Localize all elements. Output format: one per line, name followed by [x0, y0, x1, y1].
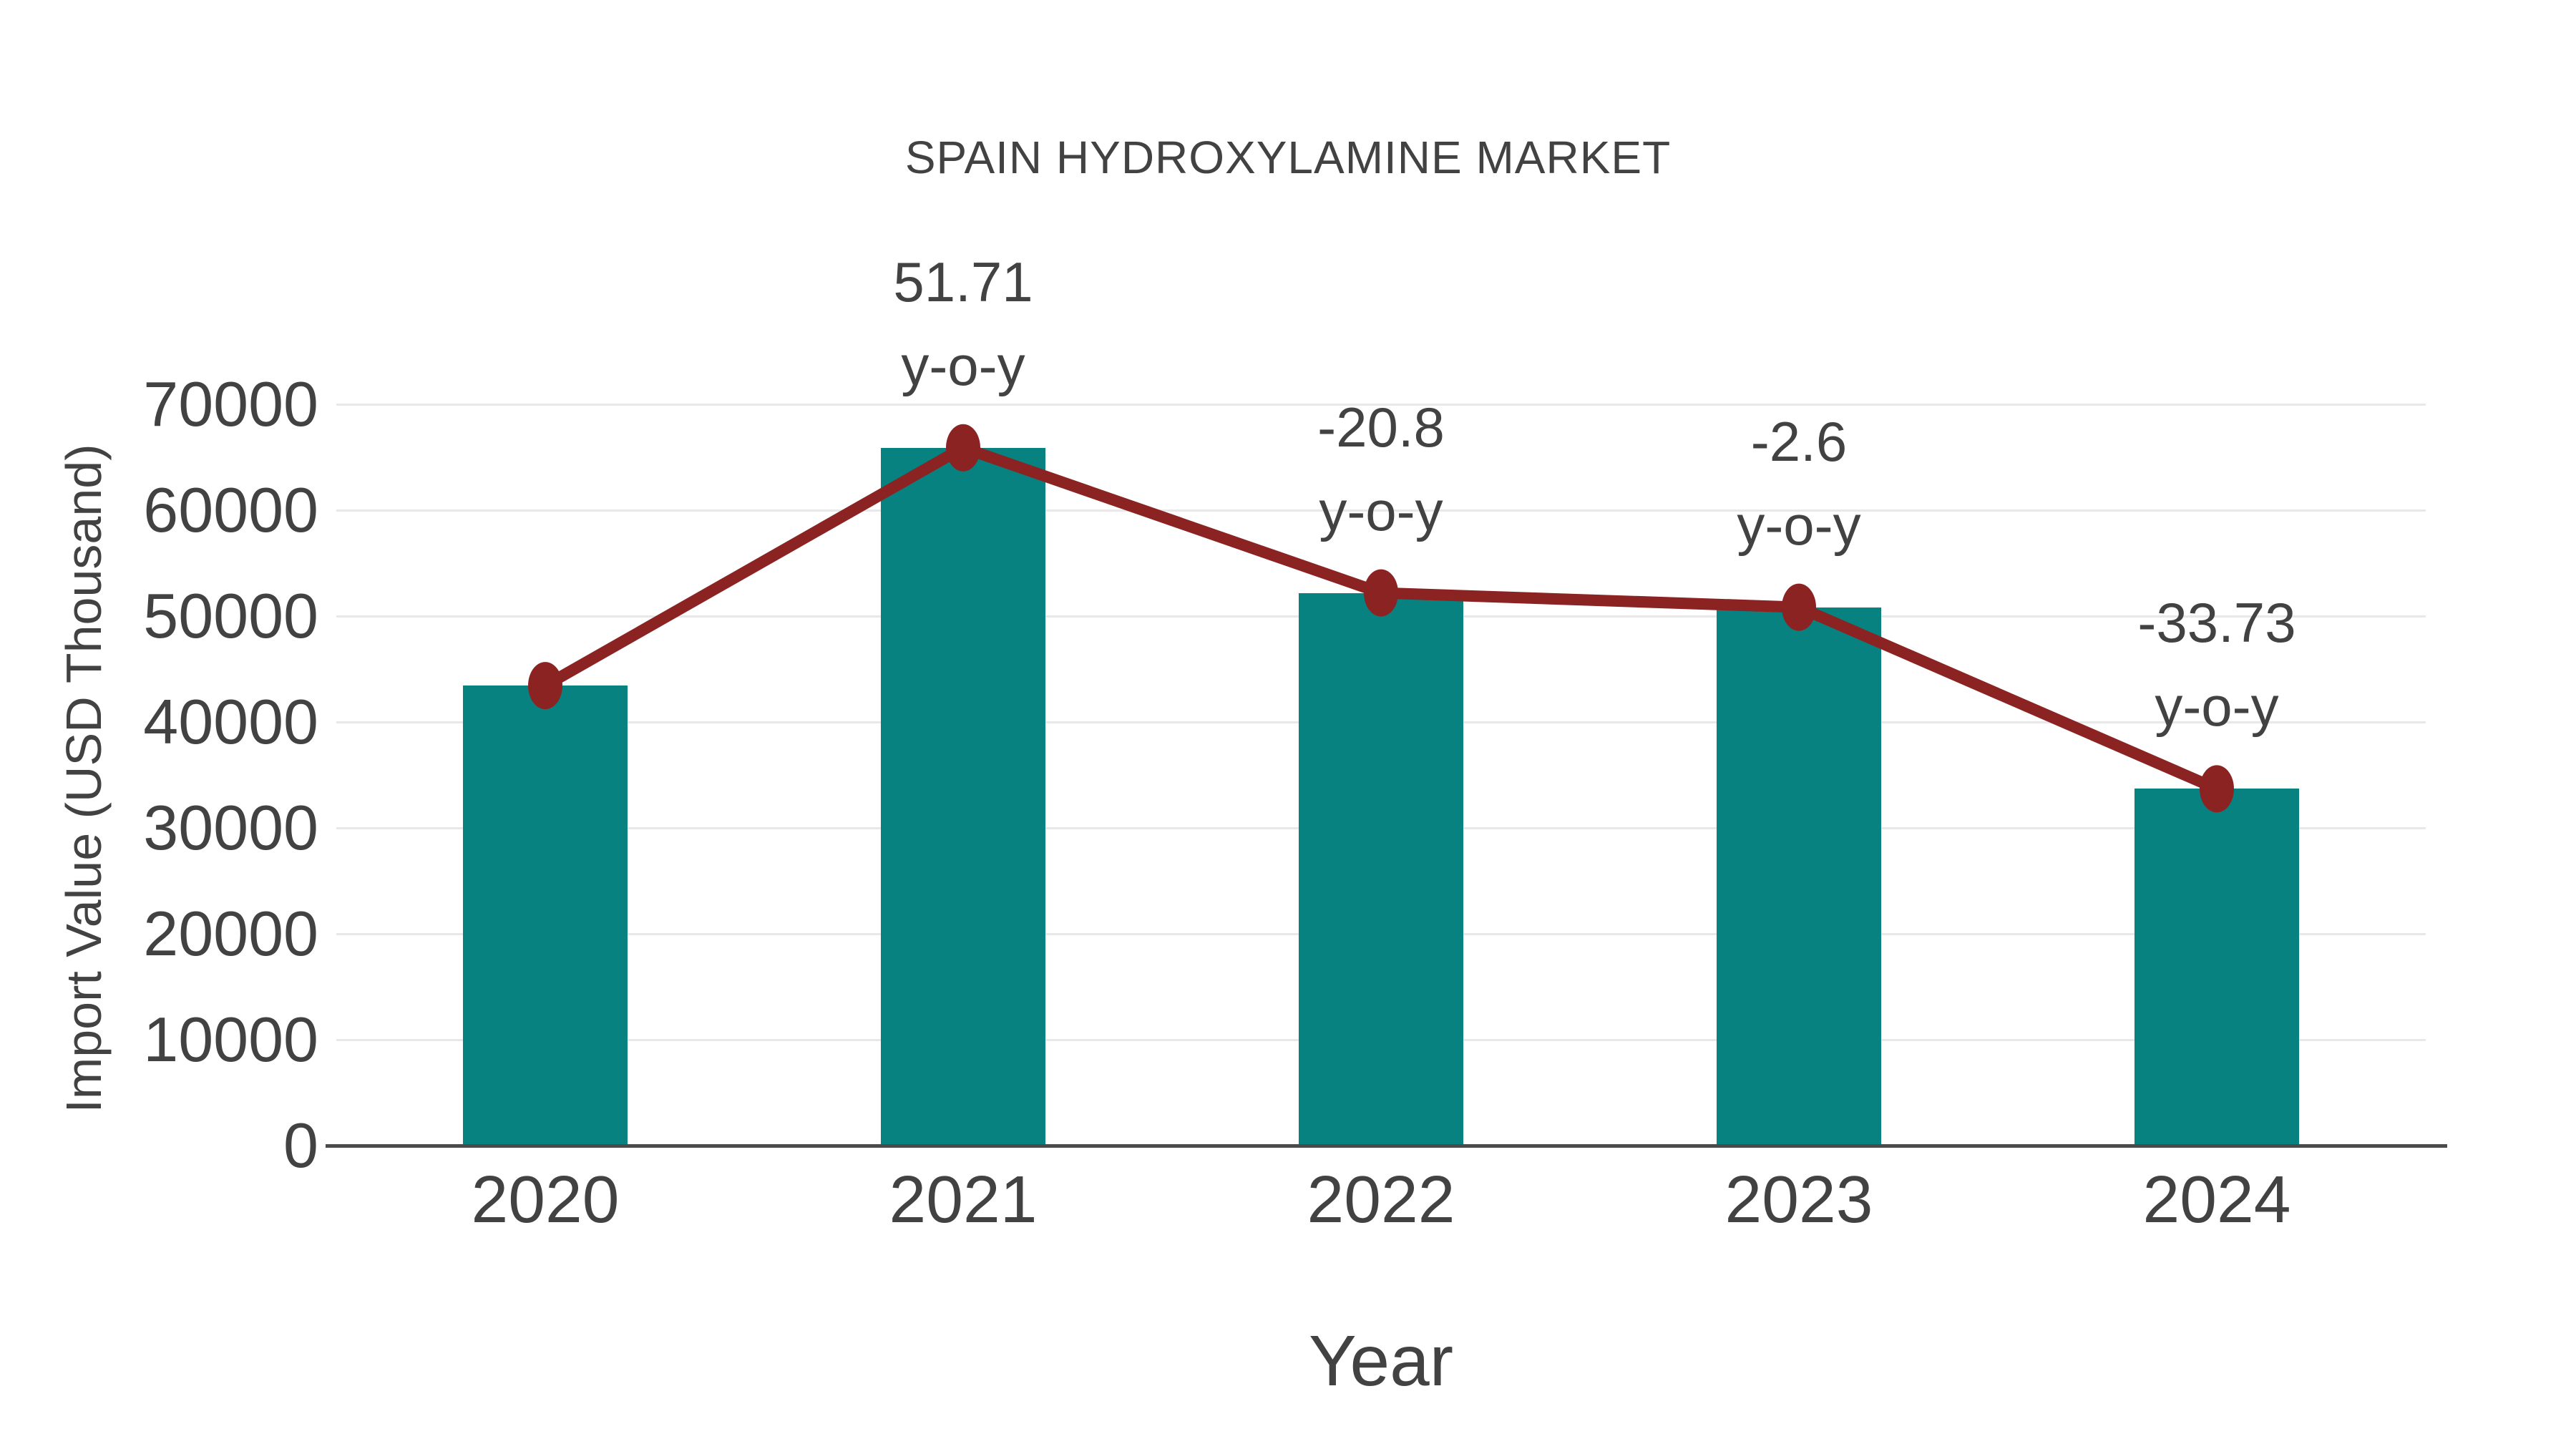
annotation-2022-line1: -20.8: [1317, 395, 1445, 459]
y-tick-label-10000: 10000: [143, 1004, 318, 1075]
y-tick-label-50000: 50000: [143, 580, 318, 651]
bar-2021: [881, 447, 1045, 1146]
annotation-2023-line2: y-o-y: [1737, 493, 1861, 557]
annotation-2024: -33.73 y-o-y: [1966, 581, 2467, 748]
x-axis-title: Year: [1308, 1321, 1454, 1401]
bar-2024: [2135, 789, 2299, 1146]
y-tick-label-70000: 70000: [143, 369, 318, 439]
annotation-2021-line1: 51.71: [893, 250, 1033, 313]
x-axis-line: [326, 1144, 2447, 1148]
x-tick-label-2021: 2021: [889, 1162, 1038, 1236]
annotation-2024-line2: y-o-y: [2155, 675, 2279, 738]
annotation-2024-line1: -33.73: [2137, 591, 2296, 655]
gridline-60000: [336, 509, 2426, 512]
chart-title: SPAIN HYDROXYLAMINE MARKET: [904, 132, 1672, 183]
annotation-2023: -2.6 y-o-y: [1548, 400, 2049, 567]
line-marker-2021: [946, 424, 980, 472]
bar-2022: [1299, 592, 1463, 1146]
y-tick-label-30000: 30000: [143, 792, 318, 863]
bar-2023: [1717, 607, 1881, 1146]
line-marker-2024: [2200, 765, 2234, 813]
y-tick-label-60000: 60000: [143, 474, 318, 545]
annotation-2022-line2: y-o-y: [1319, 479, 1443, 542]
line-marker-2022: [1364, 569, 1398, 617]
bar-2020: [463, 686, 628, 1146]
y-tick-label-40000: 40000: [143, 686, 318, 757]
line-marker-2020: [528, 662, 562, 710]
annotation-2022: -20.8 y-o-y: [1131, 386, 1631, 553]
annotation-2021-line2: y-o-y: [901, 333, 1025, 397]
y-tick-label-20000: 20000: [143, 898, 318, 969]
gridline-70000: [336, 403, 2426, 406]
annotation-2021: 51.71 y-o-y: [713, 240, 1214, 408]
x-tick-label-2023: 2023: [1724, 1162, 1873, 1236]
x-tick-label-2024: 2024: [2142, 1162, 2291, 1236]
x-tick-label-2020: 2020: [471, 1162, 620, 1236]
y-tick-label-0: 0: [283, 1110, 318, 1181]
x-tick-label-2022: 2022: [1307, 1162, 1455, 1236]
annotation-2023-line1: -2.6: [1750, 409, 1848, 473]
line-marker-2023: [1782, 583, 1816, 631]
